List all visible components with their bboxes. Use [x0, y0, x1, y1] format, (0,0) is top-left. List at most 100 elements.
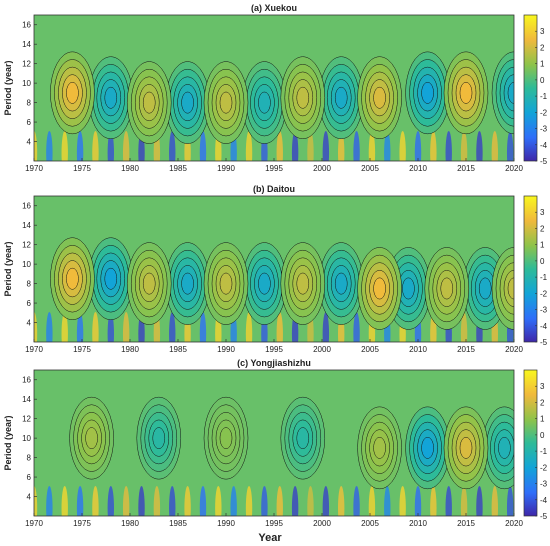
lowperiod-stripe: [169, 486, 176, 516]
x-tick-label: 1980: [121, 164, 139, 173]
lowperiod-stripe: [169, 131, 176, 161]
colorbar: [523, 14, 538, 162]
colorbar-tick-label: 2: [540, 398, 545, 407]
colorbar-tick-label: 3: [540, 208, 545, 217]
x-axis-label: Year: [258, 532, 282, 544]
lowperiod-stripe: [353, 131, 360, 161]
lowperiod-stripe: [76, 312, 84, 342]
lowperiod-stripe: [276, 312, 283, 342]
negative-center: [104, 267, 118, 290]
lowperiod-stripe: [368, 131, 376, 161]
lowperiod-stripe: [153, 486, 161, 516]
y-tick-label: 4: [27, 319, 32, 328]
lowperiod-stripe: [92, 486, 99, 516]
x-tick-label: 1975: [73, 345, 91, 354]
negative-center: [421, 437, 434, 459]
positive-center: [507, 277, 514, 300]
x-tick-label: 1995: [265, 345, 283, 354]
y-tick-label: 16: [22, 376, 31, 385]
negative-center: [498, 437, 511, 459]
positive-center: [219, 91, 233, 114]
lowperiod-stripe: [215, 486, 222, 516]
negative-center: [258, 91, 271, 114]
colorbar-tick-label: -5: [540, 338, 548, 347]
negative-center: [181, 272, 194, 295]
negative-center: [478, 277, 492, 300]
y-tick-label: 14: [22, 221, 31, 230]
lowperiod-stripe: [384, 486, 391, 516]
lowperiod-stripe: [245, 486, 253, 516]
x-tick-label: 2015: [457, 519, 475, 528]
lowperiod-stripe: [46, 486, 53, 516]
y-tick-label: 16: [22, 202, 31, 211]
lowperiod-stripe: [445, 131, 452, 161]
negative-center: [258, 272, 271, 295]
y-tick-label: 4: [27, 138, 32, 147]
x-tick-label: 2010: [409, 345, 427, 354]
x-tick-label: 1970: [25, 164, 43, 173]
lowperiod-stripe: [353, 312, 360, 342]
y-tick-label: 12: [22, 60, 31, 69]
lowperiod-stripe: [61, 486, 68, 516]
plot-area: [34, 196, 514, 342]
x-tick-label: 1980: [121, 345, 139, 354]
x-tick-label: 1980: [121, 519, 139, 528]
x-tick-label: 1985: [169, 519, 187, 528]
lowperiod-stripe: [122, 486, 130, 516]
colorbar-tick-label: -5: [540, 157, 548, 166]
lowperiod-stripe: [245, 312, 253, 342]
lowperiod-stripe: [445, 486, 452, 516]
colorbar-tick-label: -2: [540, 289, 548, 298]
panel-title: (c) Yongjiashizhu: [237, 358, 311, 368]
lowperiod-stripe: [430, 486, 437, 516]
colorbar-tick-label: 0: [540, 76, 545, 85]
lowperiod-stripe: [476, 131, 483, 161]
x-tick-label: 2020: [505, 164, 523, 173]
colorbar: [523, 195, 538, 343]
lowperiod-stripe: [307, 131, 314, 161]
lowperiod-stripe: [414, 486, 422, 516]
y-tick-label: 8: [27, 454, 32, 463]
colorbar-tick-label: 1: [540, 60, 545, 69]
lowperiod-stripe: [76, 131, 84, 161]
lowperiod-stripe: [506, 486, 514, 516]
lowperiod-stripe: [261, 486, 268, 516]
lowperiod-stripe: [92, 312, 99, 342]
x-tick-label: 2000: [313, 519, 331, 528]
lowperiod-stripe: [107, 486, 114, 516]
lowperiod-stripe: [199, 486, 207, 516]
x-tick-label: 1970: [25, 345, 43, 354]
negative-center: [334, 86, 348, 109]
colorbar-tick-label: -3: [540, 306, 548, 315]
lowperiod-stripe: [122, 312, 130, 342]
colorbar-tick-label: 2: [540, 224, 545, 233]
lowperiod-stripe: [399, 486, 406, 516]
y-tick-label: 4: [27, 493, 32, 502]
lowperiod-stripe: [322, 131, 330, 161]
colorbar-tick-label: -3: [540, 480, 548, 489]
lowperiod-stripe: [276, 486, 283, 516]
colorbar-tick-label: -1: [540, 447, 548, 456]
positive-center: [85, 427, 98, 449]
x-tick-label: 1975: [73, 519, 91, 528]
lowperiod-stripe: [169, 312, 176, 342]
positive-center: [373, 437, 386, 459]
colorbar-tick-label: -4: [540, 141, 548, 150]
colorbar-tick-label: -4: [540, 496, 548, 505]
lowperiod-stripe: [230, 486, 237, 516]
positive-center: [373, 277, 386, 300]
negative-center: [507, 82, 514, 104]
x-tick-label: 2000: [313, 164, 331, 173]
colorbar-tick-label: 0: [540, 431, 545, 440]
x-tick-label: 1975: [73, 164, 91, 173]
y-tick-label: 8: [27, 99, 32, 108]
y-tick-label: 12: [22, 415, 31, 424]
lowperiod-stripe: [34, 486, 38, 516]
lowperiod-stripe: [460, 131, 468, 161]
negative-center: [402, 277, 415, 300]
lowperiod-stripe: [46, 312, 53, 342]
lowperiod-stripe: [430, 131, 437, 161]
x-tick-label: 1995: [265, 519, 283, 528]
y-tick-label: 12: [22, 241, 31, 250]
